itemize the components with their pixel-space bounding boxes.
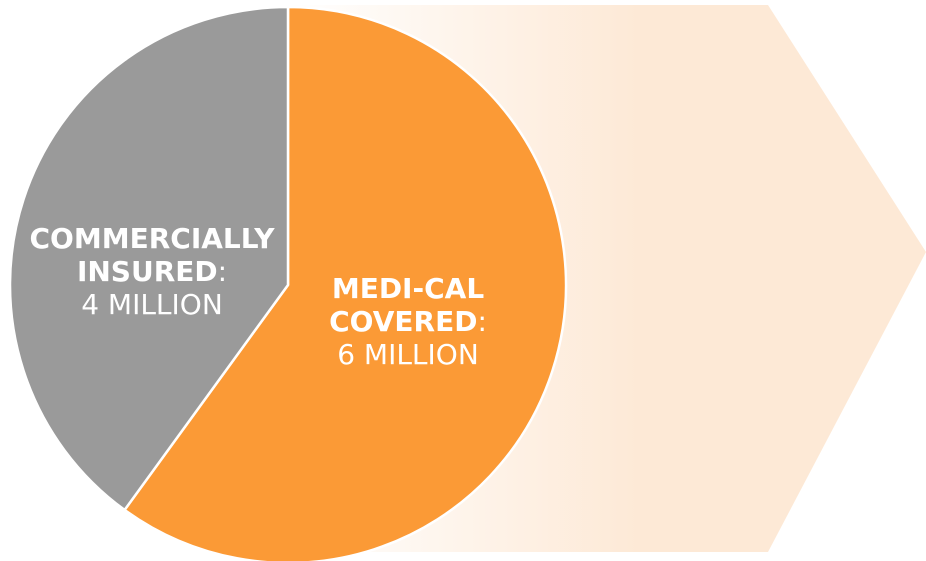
- slice-name-line2: COVERED: [329, 305, 478, 339]
- slice-name-line2: INSURED: [76, 255, 218, 289]
- pie-slice-medi-cal: [123, 5, 568, 561]
- slice-label-medi-cal-covered: MEDI-CAL COVERED: 6 MILLION: [300, 272, 516, 371]
- slice-name-line1: MEDI-CAL: [331, 272, 485, 305]
- slice-name-colon: :: [217, 255, 228, 289]
- pie-slice-commercially: [8, 5, 290, 512]
- slice-name-line1: COMMERCIALLY: [29, 222, 275, 255]
- slice-label-commercially-insured: COMMERCIALLY INSURED: 4 MILLION: [14, 222, 290, 321]
- slice-value-label: 4 MILLION: [81, 288, 223, 322]
- slice-name-colon: :: [477, 305, 487, 339]
- slice-value-label: 6 MILLION: [337, 338, 479, 372]
